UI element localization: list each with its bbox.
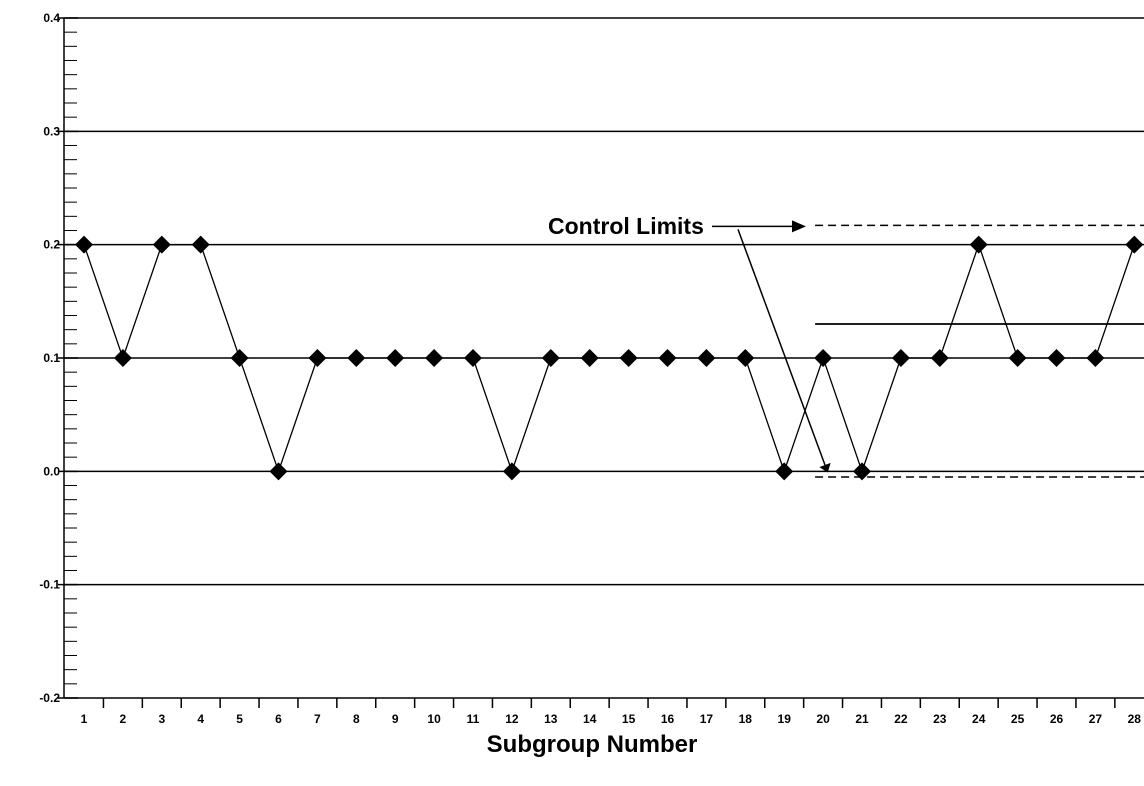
x-tick-label: 25: [1011, 712, 1025, 726]
y-tick-label: -0.2: [39, 691, 60, 705]
data-point: [502, 462, 521, 481]
data-point: [191, 235, 210, 254]
x-tick-label: 28: [1128, 712, 1142, 726]
x-tick-label: 11: [467, 712, 480, 726]
x-tick-label: 16: [661, 712, 675, 726]
series-line: [83, 242, 1135, 474]
data-point: [736, 349, 755, 367]
data-point: [541, 349, 560, 367]
x-tick-label: 1: [81, 712, 88, 726]
x-tick-label: 10: [427, 712, 441, 726]
y-tick-label: 0.4: [43, 11, 60, 25]
x-tick-label: 27: [1089, 712, 1103, 726]
annotation-arrow-upper-head: [792, 220, 806, 233]
x-tick-label: 15: [622, 712, 636, 726]
data-point: [1086, 349, 1105, 367]
data-series: [75, 235, 1144, 481]
x-tick-label: 13: [544, 712, 558, 726]
data-point: [308, 349, 327, 367]
data-point: [347, 349, 366, 367]
x-tick-label: 23: [933, 712, 947, 726]
x-tick-label: 9: [392, 712, 399, 726]
y-tick-label: 0.3: [43, 124, 60, 138]
y-ticks: -0.2 -0.1 0.0 0.1 0.2 0.3 0.4: [39, 11, 78, 705]
x-axis-title: Subgroup Number: [487, 731, 698, 758]
data-point: [386, 349, 405, 367]
data-point: [152, 235, 171, 254]
y-tick-label: -0.1: [39, 578, 60, 592]
x-tick-label: 5: [236, 712, 243, 726]
data-point: [969, 235, 988, 254]
y-tick-label: 0.2: [43, 238, 60, 252]
data-point: [580, 349, 599, 367]
x-tick-label: 4: [197, 712, 204, 726]
y-tick-label: 0.1: [43, 351, 60, 365]
data-point: [619, 349, 638, 367]
data-point: [1008, 349, 1027, 367]
data-point: [814, 349, 833, 367]
annotation-arrow-lower-head: [819, 462, 831, 473]
x-tick-label: 12: [505, 712, 519, 726]
x-tick-label: 7: [314, 712, 321, 726]
data-point: [697, 349, 716, 367]
x-tick-label: 14: [583, 712, 597, 726]
control-limit-lines: [815, 224, 1144, 478]
data-point: [658, 349, 677, 367]
data-point: [853, 462, 871, 481]
x-ticks: 1 2 3 4 5 6 7 8 9 10 11 12 13 14 15 16 17 18 19 20 21 22 23 24 2…: [81, 698, 1142, 726]
gridlines: [64, 17, 1144, 586]
x-tick-label: 21: [855, 712, 869, 726]
x-tick-label: 3: [158, 712, 165, 726]
data-point: [230, 349, 249, 367]
x-tick-label: 20: [816, 712, 830, 726]
y-tick-label: 0.0: [43, 464, 60, 478]
data-point: [75, 235, 93, 254]
x-tick-label: 24: [972, 712, 986, 726]
data-point: [930, 349, 949, 367]
x-tick-label: 6: [275, 712, 282, 726]
data-point: [775, 462, 794, 481]
x-tick-label: 22: [894, 712, 908, 726]
control-limits-annotation: Control Limits: [548, 213, 831, 473]
data-point: [891, 349, 910, 367]
x-tick-label: 26: [1050, 712, 1064, 726]
data-point: [1125, 235, 1144, 254]
x-tick-label: 17: [700, 712, 714, 726]
data-point: [113, 349, 132, 367]
annotation-arrow-lower-line: [737, 229, 826, 466]
data-point: [464, 349, 482, 367]
x-tick-label: 2: [120, 712, 127, 726]
data-point: [269, 462, 288, 481]
control-limits-label: Control Limits: [548, 213, 704, 239]
data-point: [425, 349, 444, 367]
x-tick-label: 8: [353, 712, 360, 726]
data-point: [1047, 349, 1066, 367]
x-tick-label: 19: [778, 712, 792, 726]
x-tick-label: 18: [739, 712, 753, 726]
